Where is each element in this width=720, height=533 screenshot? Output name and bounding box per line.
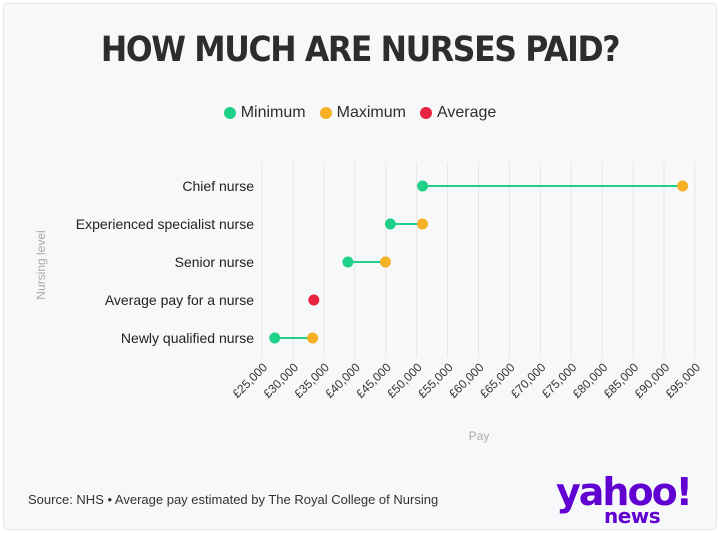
y-axis-label: Nursing level bbox=[34, 230, 48, 299]
point-maximum bbox=[379, 256, 391, 268]
category-label: Newly qualified nurse bbox=[121, 330, 254, 346]
chart-card bbox=[3, 3, 717, 530]
legend-dot-maximum bbox=[319, 107, 332, 119]
point-minimum bbox=[342, 256, 354, 268]
point-average bbox=[308, 294, 320, 306]
category-label: Chief nurse bbox=[182, 178, 254, 194]
legend: Minimum Maximum Average bbox=[0, 104, 720, 122]
gridlines bbox=[261, 162, 696, 358]
legend-item-maximum: Maximum bbox=[319, 104, 406, 122]
data-marks bbox=[269, 180, 689, 344]
point-minimum bbox=[417, 180, 429, 192]
logo-wordmark: yahoo! bbox=[556, 470, 693, 514]
source-note: Source: NHS • Average pay estimated by T… bbox=[28, 492, 439, 507]
legend-item-minimum: Minimum bbox=[223, 104, 306, 122]
chart-title: HOW MUCH ARE NURSES PAID? bbox=[100, 30, 621, 70]
legend-dot-average bbox=[419, 107, 432, 119]
legend-label-average: Average bbox=[436, 104, 497, 121]
point-minimum bbox=[269, 332, 281, 344]
legend-label-minimum: Minimum bbox=[240, 104, 306, 121]
point-maximum bbox=[677, 180, 689, 192]
x-tick-label: £95,000 bbox=[663, 360, 704, 401]
category-labels: Chief nurse Experienced specialist nurse S… bbox=[76, 178, 254, 346]
category-label: Average pay for a nurse bbox=[105, 292, 254, 308]
x-axis-label: Pay bbox=[469, 429, 490, 443]
point-minimum bbox=[384, 218, 396, 230]
yahoo-news-logo: yahoo! news bbox=[556, 470, 706, 528]
x-tick-labels: £25,000£30,000£35,000£40,000£45,000£50,0… bbox=[230, 360, 704, 401]
legend-dot-minimum bbox=[223, 107, 236, 119]
category-label: Senior nurse bbox=[175, 254, 255, 270]
point-maximum bbox=[307, 332, 319, 344]
category-label: Experienced specialist nurse bbox=[76, 216, 254, 232]
logo-subword: news bbox=[604, 504, 661, 528]
legend-label-maximum: Maximum bbox=[336, 104, 406, 121]
legend-item-average: Average bbox=[419, 104, 497, 122]
point-maximum bbox=[417, 218, 429, 230]
